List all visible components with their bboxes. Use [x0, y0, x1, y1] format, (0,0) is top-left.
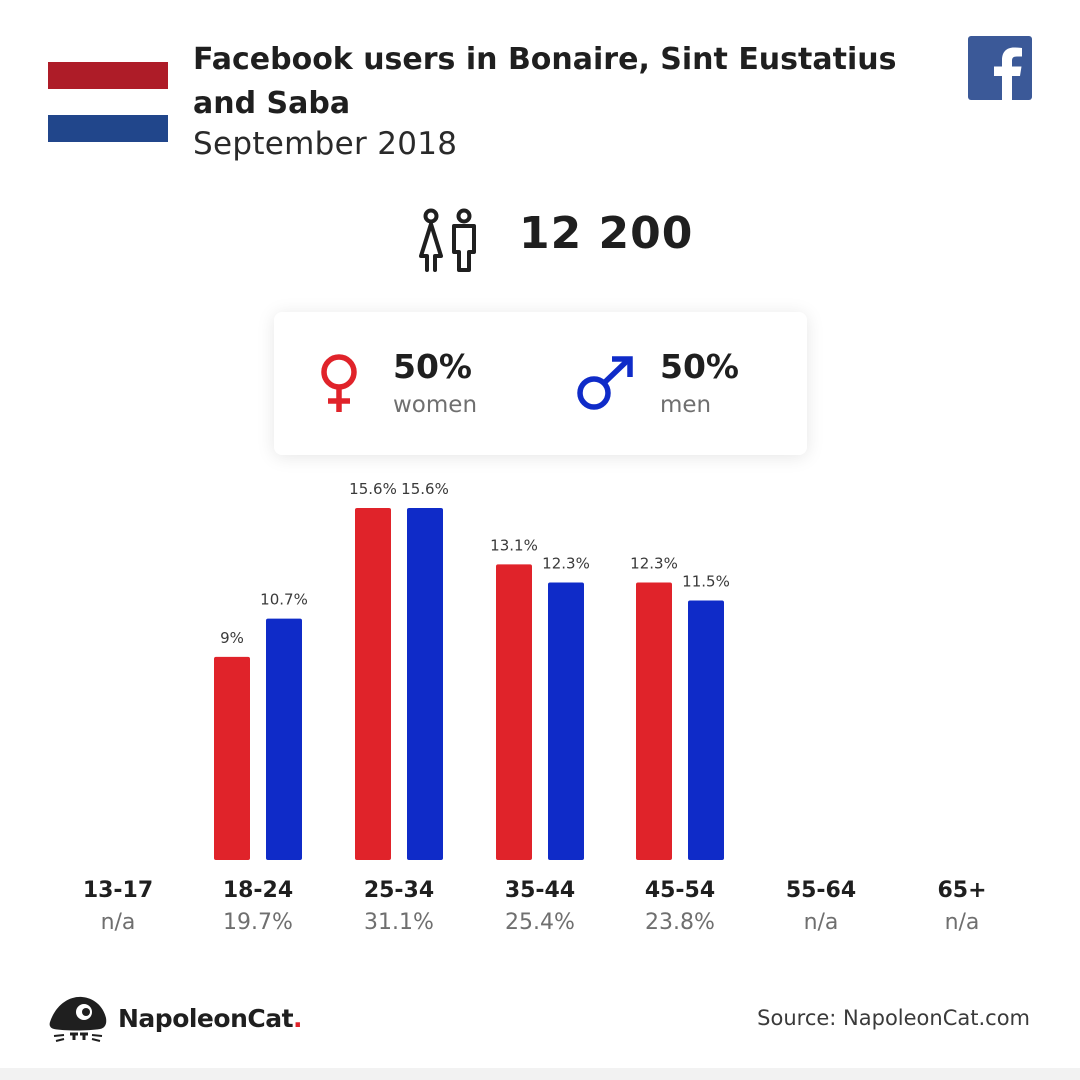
men-percent: 50% — [660, 347, 739, 386]
bar-women-45-54 — [636, 582, 672, 860]
age-group-label: 25-34 — [363, 878, 435, 903]
age-group-total: n/a — [100, 910, 136, 935]
age-group-total: n/a — [944, 910, 980, 935]
bar-label-men-45-54: 11.5% — [682, 573, 730, 591]
age-group-label: 55-64 — [785, 878, 857, 903]
age-group-label: 45-54 — [644, 878, 716, 903]
age-group-label: 65+ — [937, 878, 987, 903]
napoleoncat-logo-icon — [48, 994, 108, 1048]
flag-stripe-blue — [48, 115, 168, 142]
footer-strip — [0, 1068, 1080, 1080]
bar-label-women-18-24: 9% — [220, 629, 244, 647]
bar-men-25-34 — [407, 508, 443, 860]
age-group-total: 23.8% — [645, 910, 715, 935]
age-group-label: 35-44 — [504, 878, 576, 903]
age-gender-bar-chart: 9%10.7%15.6% 15.6%13.1%12.3% 12.3%11.5% — [214, 480, 730, 860]
brand-text: NapoleonCat — [118, 1004, 294, 1033]
bar-women-18-24 — [214, 656, 250, 860]
gender-summary-card: 50% women 50% men — [274, 312, 807, 455]
age-group-total: 31.1% — [364, 910, 434, 935]
flag-stripe-red — [48, 62, 168, 89]
bar-women-25-34 — [355, 508, 391, 860]
age-group-total: n/a — [803, 910, 839, 935]
age-group-total: 25.4% — [505, 910, 575, 935]
bar-men-35-44 — [548, 582, 584, 860]
total-users: 12 200 — [519, 208, 694, 259]
flag-stripe-white — [48, 88, 168, 116]
bar-label-men-18-24: 10.7% — [260, 591, 308, 609]
bar-label-men-25-34: 15.6% — [401, 480, 449, 498]
bar-men-18-24 — [266, 618, 302, 860]
bar-women-35-44 — [496, 564, 532, 860]
age-group-label: 18-24 — [222, 878, 294, 903]
page-subtitle: September 2018 — [193, 126, 458, 162]
bar-men-45-54 — [688, 600, 724, 860]
users-icon — [412, 206, 484, 278]
women-label: women — [393, 392, 478, 418]
brand-dot: . — [293, 1004, 303, 1033]
brand-name: NapoleonCat. — [118, 1004, 303, 1033]
age-group-total: 19.7% — [223, 910, 293, 935]
female-icon — [318, 352, 360, 420]
male-icon — [576, 355, 636, 417]
bar-label-women-35-44: 13.1% — [490, 536, 538, 554]
netherlands-flag-icon — [48, 62, 168, 142]
men-label: men — [660, 392, 712, 418]
source-link[interactable]: Source: NapoleonCat.com — [757, 1006, 1030, 1030]
bar-label-women-45-54: 12.3% — [630, 554, 678, 572]
facebook-icon — [968, 36, 1032, 100]
age-group-label: 13-17 — [82, 878, 154, 903]
page-title: Facebook users in Bonaire, Sint Eustatiu… — [193, 42, 897, 121]
bar-label-men-35-44: 12.3% — [542, 554, 590, 572]
bar-label-women-25-34: 15.6% — [349, 480, 397, 498]
women-percent: 50% — [393, 347, 472, 386]
